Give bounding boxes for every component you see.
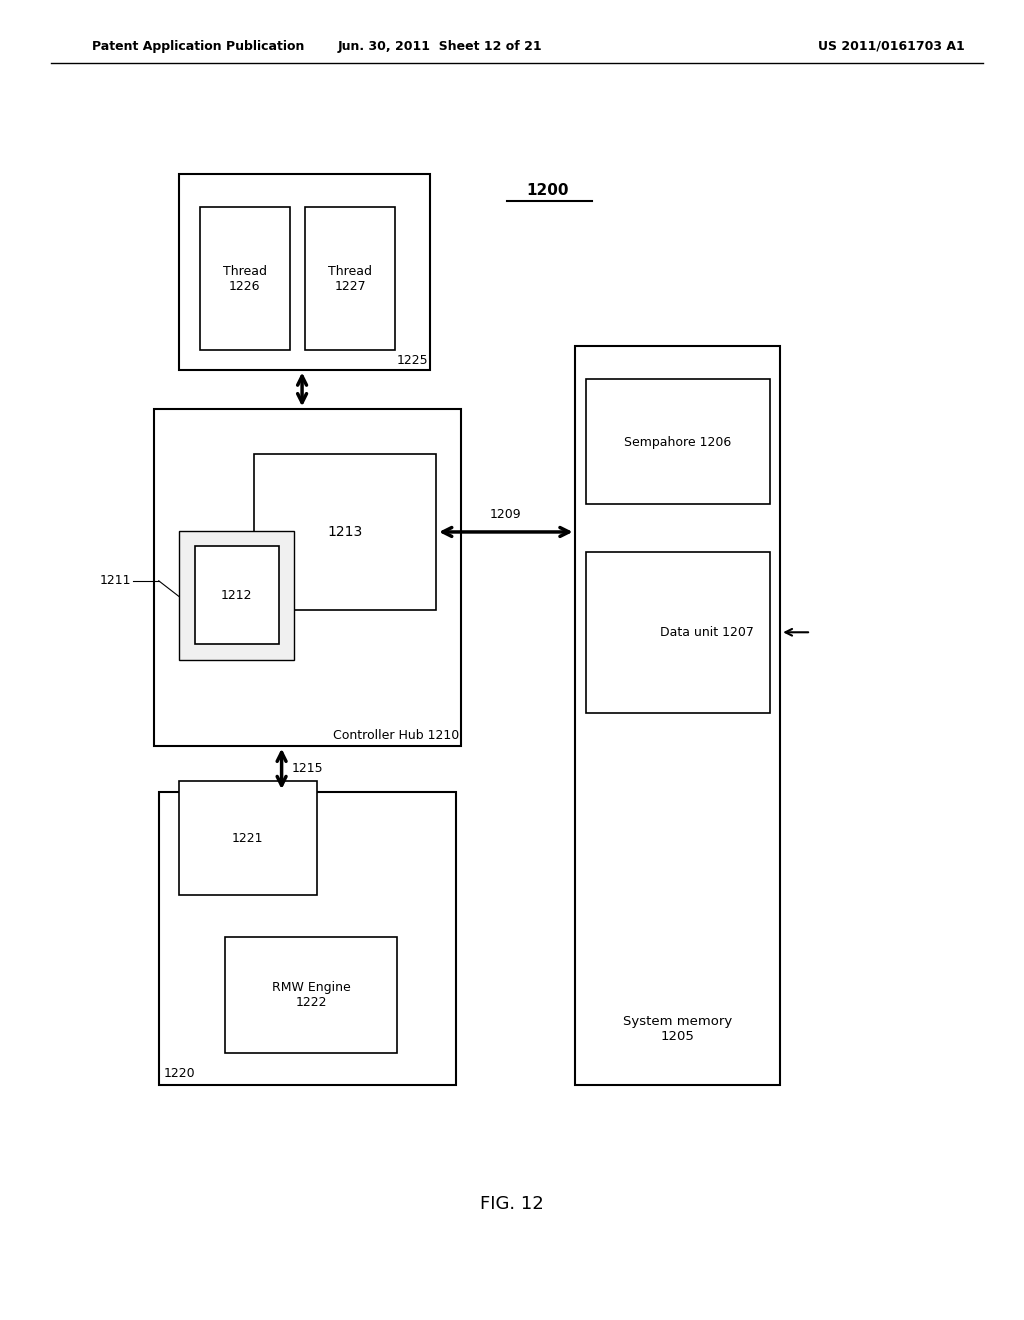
Text: System memory
1205: System memory 1205 [624, 1015, 732, 1043]
Text: 1221: 1221 [232, 832, 263, 845]
Text: US 2011/0161703 A1: US 2011/0161703 A1 [817, 40, 965, 53]
FancyBboxPatch shape [179, 781, 317, 895]
Text: 1215: 1215 [292, 762, 324, 775]
Text: 1212: 1212 [221, 589, 252, 602]
FancyBboxPatch shape [195, 546, 279, 644]
Text: FIG. 12: FIG. 12 [480, 1195, 544, 1213]
Text: 1211: 1211 [99, 574, 131, 587]
FancyBboxPatch shape [200, 207, 290, 350]
FancyBboxPatch shape [586, 552, 770, 713]
Text: 1225: 1225 [396, 354, 428, 367]
Text: Controller Hub 1210: Controller Hub 1210 [333, 729, 459, 742]
Text: 1209: 1209 [490, 508, 521, 521]
FancyBboxPatch shape [586, 379, 770, 504]
FancyBboxPatch shape [254, 454, 436, 610]
FancyBboxPatch shape [179, 531, 294, 660]
FancyBboxPatch shape [575, 346, 780, 1085]
Text: Sempahore 1206: Sempahore 1206 [625, 436, 731, 449]
Text: 1220: 1220 [164, 1067, 196, 1080]
Text: Thread
1226: Thread 1226 [223, 264, 266, 293]
Text: Jun. 30, 2011  Sheet 12 of 21: Jun. 30, 2011 Sheet 12 of 21 [338, 40, 543, 53]
FancyBboxPatch shape [159, 792, 456, 1085]
Text: Patent Application Publication: Patent Application Publication [92, 40, 304, 53]
Text: 1213: 1213 [328, 525, 362, 539]
FancyBboxPatch shape [154, 409, 461, 746]
FancyBboxPatch shape [179, 174, 430, 370]
Text: Data unit 1207: Data unit 1207 [660, 626, 755, 639]
FancyBboxPatch shape [305, 207, 395, 350]
Text: RMW Engine
1222: RMW Engine 1222 [272, 981, 350, 1010]
Text: Thread
1227: Thread 1227 [329, 264, 372, 293]
Text: 1200: 1200 [526, 182, 569, 198]
FancyBboxPatch shape [225, 937, 397, 1053]
